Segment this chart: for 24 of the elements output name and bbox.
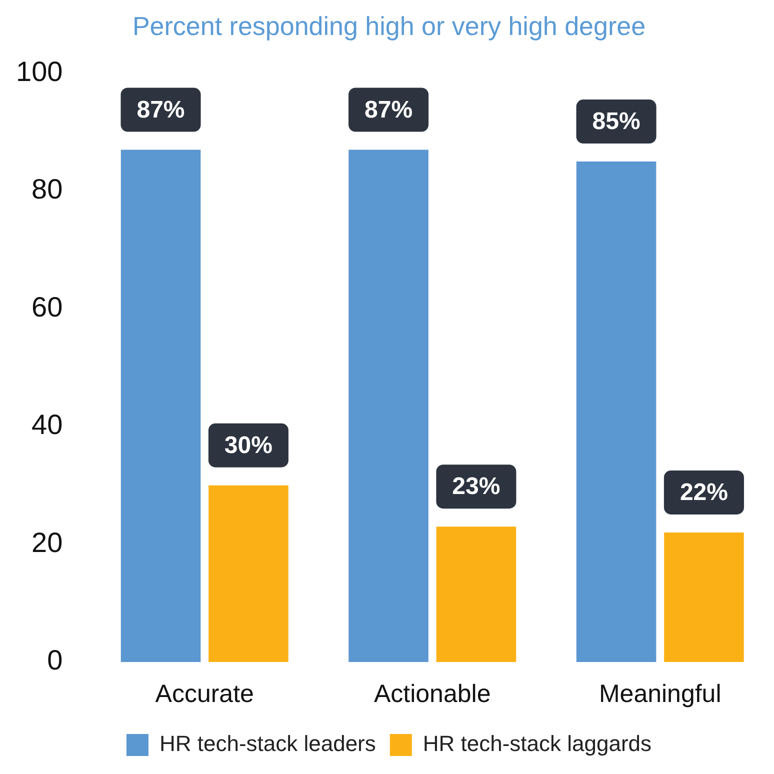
bar [348, 150, 428, 662]
bar [208, 485, 288, 662]
x-tick-label: Accurate [155, 680, 254, 708]
bar [576, 162, 656, 662]
data-label: 23% [452, 473, 500, 500]
data-label: 85% [592, 108, 640, 136]
data-label: 87% [364, 96, 413, 124]
legend-label: HR tech-stack leaders [159, 731, 376, 756]
bar [664, 532, 744, 662]
y-tick-label: 100 [16, 56, 63, 87]
legend-label: HR tech-stack laggards [422, 731, 652, 756]
data-label: 87% [136, 96, 185, 124]
data-label: 22% [680, 479, 728, 506]
data-label: 30% [224, 432, 272, 459]
y-tick-label: 40 [32, 409, 63, 440]
bar [436, 526, 516, 662]
x-tick-label: Meaningful [598, 680, 722, 708]
bar [120, 150, 201, 662]
x-tick-label: Actionable [374, 680, 491, 708]
y-tick-label: 0 [47, 644, 63, 676]
y-tick-label: 20 [32, 526, 63, 558]
chart-title: Percent responding high or very high degree [132, 10, 646, 41]
y-tick-label: 60 [32, 291, 63, 322]
y-tick-label: 80 [32, 174, 63, 205]
